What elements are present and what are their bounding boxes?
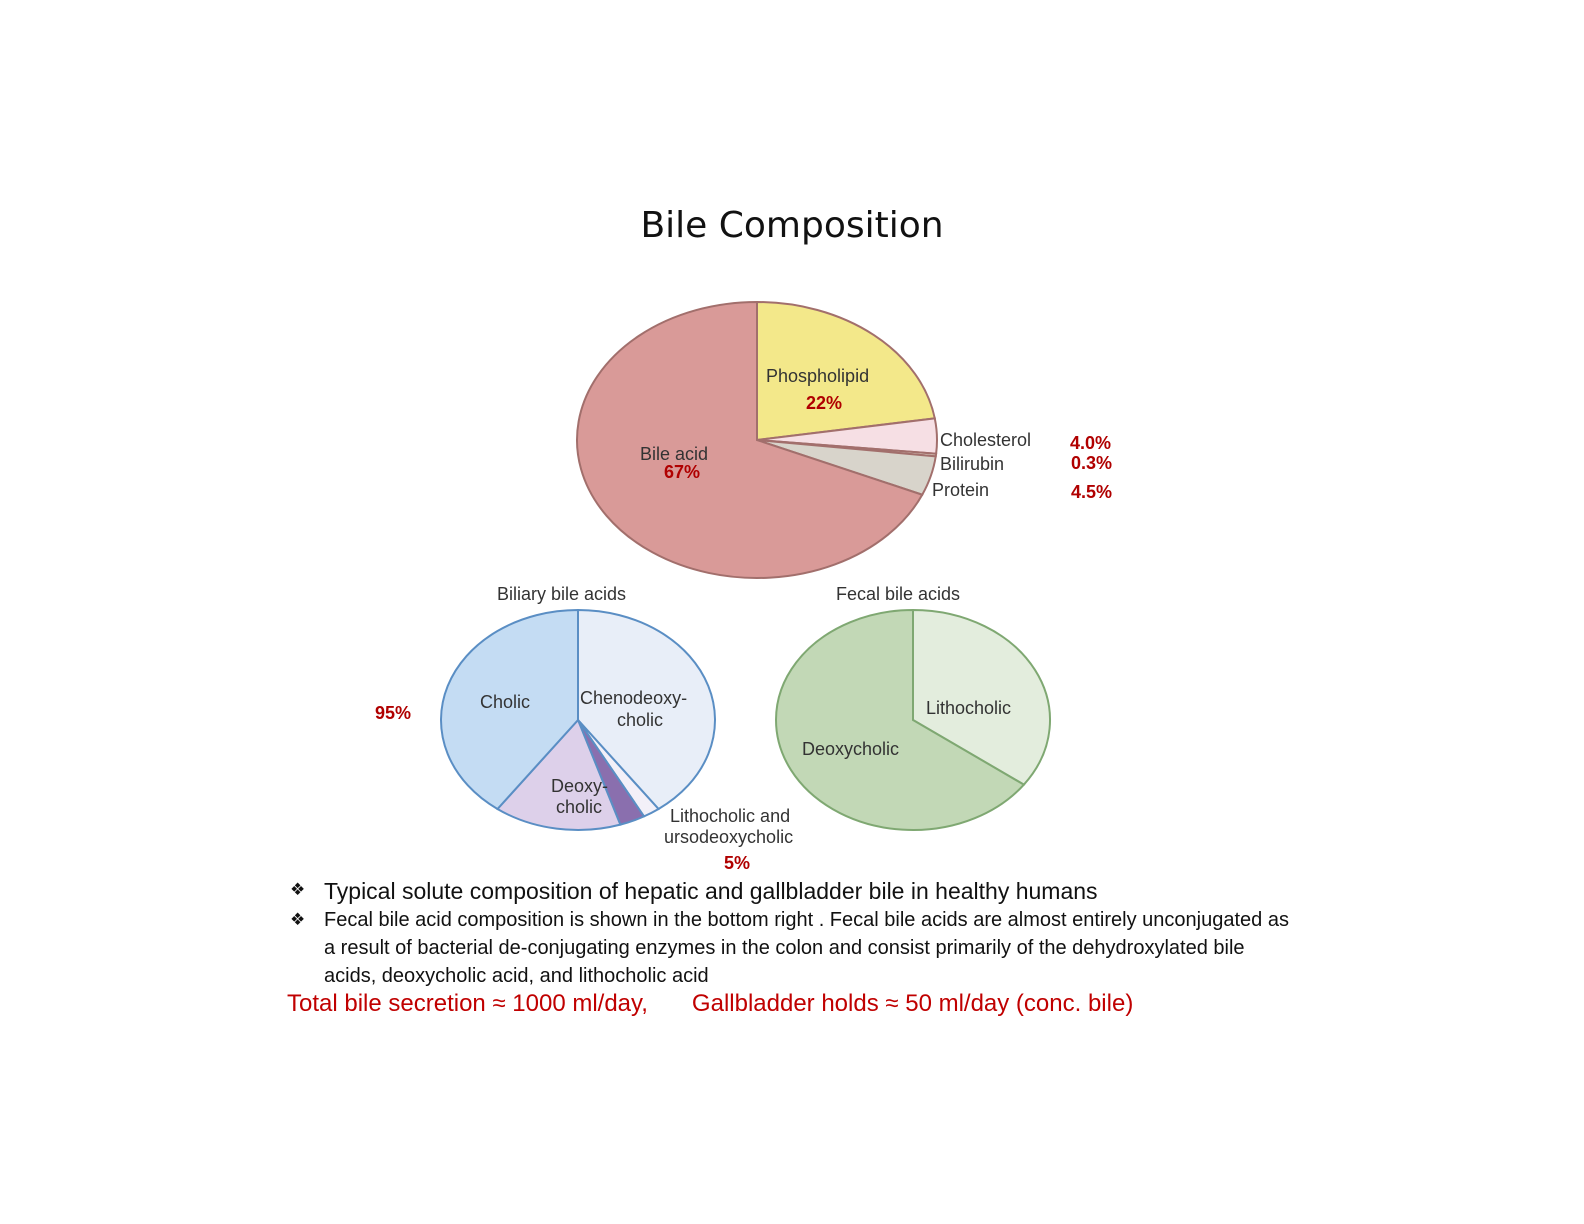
footer-gallbladder: Gallbladder holds ≈ 50 ml/day (conc. bil… bbox=[691, 990, 1134, 1017]
label-deoxycholic-fecal: Deoxycholic bbox=[802, 739, 899, 759]
label-litho-urso-line1: Lithocholic and bbox=[670, 806, 790, 826]
bullet-icon: ❖ bbox=[290, 910, 306, 929]
label-deoxycholic: Deoxy- cholic bbox=[551, 776, 613, 817]
label-deoxy-line2: cholic bbox=[556, 797, 602, 817]
main-slice-0 bbox=[756, 300, 936, 442]
label-bile-acid: Bile acid bbox=[640, 444, 708, 464]
footer-total-secretion: Total bile secretion ≈ 1000 ml/day, bbox=[287, 990, 648, 1017]
main-slice-4 bbox=[576, 300, 924, 579]
bullet-item: ❖ Fecal bile acid composition is shown i… bbox=[290, 906, 1300, 990]
pct-5: 5% bbox=[724, 853, 750, 873]
biliary-slice-0 bbox=[577, 608, 716, 811]
title-fecal: Fecal bile acids bbox=[836, 584, 960, 604]
pct-95: 95% bbox=[375, 703, 411, 723]
pct-protein: 4.5% bbox=[1071, 482, 1112, 502]
bullet-list: ❖ Typical solute composition of hepatic … bbox=[290, 876, 1300, 990]
pct-bile-acid: 67% bbox=[664, 462, 700, 482]
pct-cholesterol: 4.0% bbox=[1070, 433, 1111, 453]
label-chenodeoxy-line2: cholic bbox=[617, 710, 663, 730]
label-chenodeoxy-line1: Chenodeoxy- bbox=[580, 688, 687, 708]
title-biliary: Biliary bile acids bbox=[497, 584, 626, 604]
biliary-slice-3 bbox=[495, 718, 622, 831]
bullet-text: Fecal bile acid composition is shown in … bbox=[324, 909, 1289, 987]
label-deoxy-line1: Deoxy- bbox=[551, 776, 608, 796]
label-phospholipid: Phospholipid bbox=[766, 366, 869, 386]
label-lithocholic: Lithocholic bbox=[926, 698, 1011, 718]
fecal-slice-0 bbox=[912, 608, 1052, 786]
label-bilirubin: Bilirubin bbox=[940, 454, 1004, 474]
pct-bilirubin: 0.3% bbox=[1071, 453, 1112, 473]
label-lithocholic-urso: Lithocholic and ursodeoxycholic bbox=[664, 806, 795, 847]
label-cholic: Cholic bbox=[480, 692, 530, 712]
bullet-icon: ❖ bbox=[290, 880, 306, 899]
footer-note: Total bile secretion ≈ 1000 ml/day, Gallb… bbox=[287, 990, 1133, 1018]
bullet-item: ❖ Typical solute composition of hepatic … bbox=[290, 876, 1300, 906]
pct-phospholipid: 22% bbox=[806, 393, 842, 413]
bullet-text: Typical solute composition of hepatic an… bbox=[324, 878, 1098, 904]
label-chenodeoxycholic: Chenodeoxy- cholic bbox=[580, 688, 692, 730]
fecal-slice-1 bbox=[775, 608, 1026, 831]
fecal-pie-chart bbox=[775, 608, 1052, 831]
label-protein: Protein bbox=[932, 480, 989, 500]
biliary-pie-chart bbox=[440, 608, 716, 831]
page-title: Bile Composition bbox=[640, 205, 944, 246]
biliary-slice-4 bbox=[440, 608, 579, 811]
main-pie-chart bbox=[576, 300, 938, 579]
label-cholesterol: Cholesterol bbox=[940, 430, 1031, 450]
label-litho-urso-line2: ursodeoxycholic bbox=[664, 827, 793, 847]
